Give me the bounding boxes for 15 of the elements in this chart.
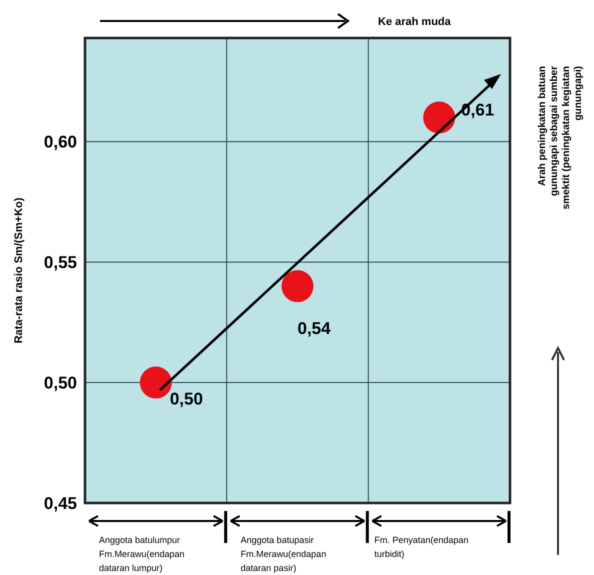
text: Arah peningkatan batuan gunungapi sebagai sumber smektit (peningkatan kegiatan gunungapi)	[537, 66, 584, 210]
data-label: 0,54	[298, 319, 332, 338]
data-label: 0,50	[170, 390, 203, 409]
y-tick-label: 0,55	[44, 253, 77, 272]
y-axis-title: Rata-rata rasio Sm/(Sm+Ko)	[13, 197, 25, 344]
y-tick-label: 0,60	[44, 132, 77, 152]
y-tick-label: 0,50	[44, 373, 77, 392]
point	[423, 102, 456, 134]
x-tick-label: Fm. Penyatan(endapan turbidit)	[374, 535, 468, 559]
point	[282, 270, 314, 302]
y-tick-label: 0,45	[44, 494, 77, 513]
x-tick-label: Anggota batulumpur Fm.Merawu(endapan dataran lumpur)	[99, 535, 185, 573]
text: Ke arah muda	[378, 16, 452, 28]
point	[140, 366, 172, 399]
x-tick-label: Anggota batupasir Fm.Merawu(endapan dataran pasir)	[240, 535, 326, 573]
